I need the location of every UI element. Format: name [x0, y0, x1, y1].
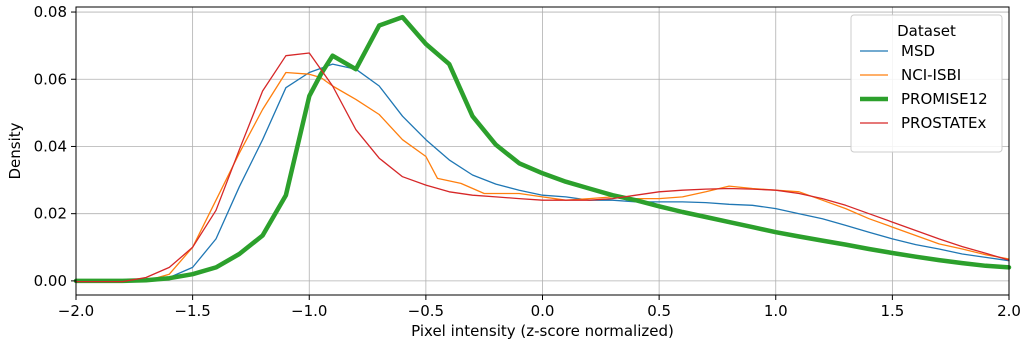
legend-item: NCI-ISBI — [860, 66, 961, 84]
legend-label: NCI-ISBI — [901, 66, 961, 84]
series-line-promise12 — [73, 14, 1012, 284]
series-line-prostatex — [75, 52, 1010, 283]
x-tick-label: 2.0 — [997, 302, 1021, 320]
legend-item: PROSTATEx — [860, 114, 987, 132]
y-axis: 0.00 0.02 0.04 0.06 0.08 — [34, 3, 76, 290]
legend-item: PROMISE12 — [860, 90, 988, 108]
x-tick-label: 0.0 — [531, 302, 555, 320]
x-tick-label: −0.5 — [408, 302, 444, 320]
plot-lines — [73, 14, 1012, 284]
y-tick-label: 0.08 — [34, 3, 67, 21]
legend-box — [850, 14, 1003, 153]
x-tick-label: 1.5 — [880, 302, 904, 320]
y-tick-label: 0.02 — [34, 205, 67, 223]
legend-label: MSD — [901, 42, 935, 60]
x-tick-label: −1.5 — [174, 302, 210, 320]
x-tick-label: 1.0 — [764, 302, 788, 320]
legend-items: MSD NCI-ISBI PROMISE12 PROSTATEx — [860, 42, 988, 132]
y-tick-label: 0.06 — [34, 70, 67, 88]
x-tick-label: 0.5 — [647, 302, 671, 320]
y-tick-label: 0.04 — [34, 137, 67, 155]
legend-label: PROSTATEx — [901, 114, 987, 132]
series-line-nci-isbi — [75, 71, 1010, 283]
legend-label: PROMISE12 — [901, 90, 988, 108]
x-axis: −2.0 −1.5 −1.0 −0.5 0.0 0.5 1.0 1.5 2.0 — [58, 295, 1021, 320]
y-axis-label: Density — [6, 122, 24, 179]
series-line-msd — [75, 63, 1010, 282]
legend-title: Dataset — [897, 22, 956, 40]
x-tick-label: −2.0 — [58, 302, 94, 320]
x-axis-label: Pixel intensity (z-score normalized) — [411, 322, 674, 340]
x-tick-label: −1.0 — [291, 302, 327, 320]
legend: Dataset MSD NCI-ISBI PROMISE12 PROSTATEx — [850, 14, 1003, 153]
legend-item: MSD — [860, 42, 935, 60]
y-tick-label: 0.00 — [34, 272, 67, 290]
